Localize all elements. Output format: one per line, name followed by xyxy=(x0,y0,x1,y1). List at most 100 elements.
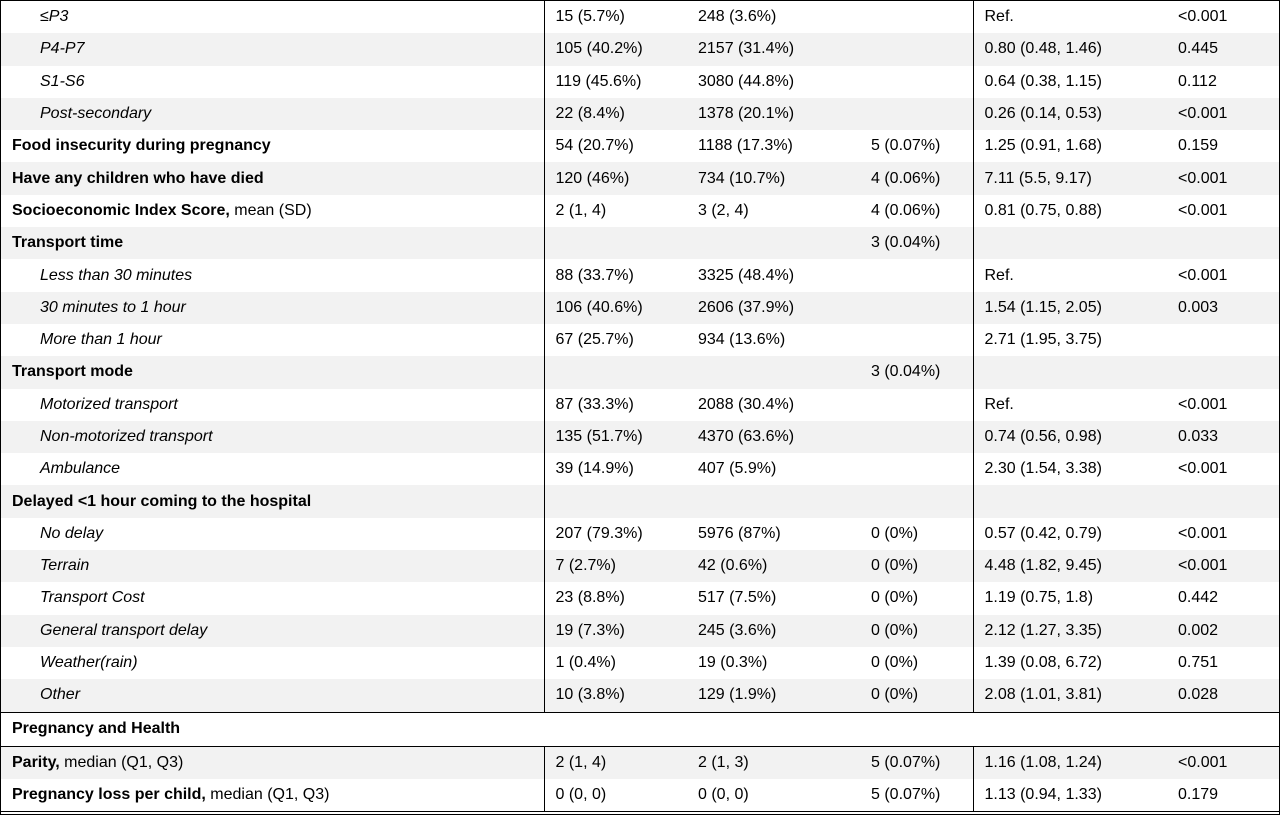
group2-value: 2606 (37.9%) xyxy=(687,291,860,324)
p-value: 0.002 xyxy=(1167,614,1279,647)
category-label: P4-P7 xyxy=(1,33,544,66)
odds-ratio-ci: 0.80 (0.48, 1.46) xyxy=(972,33,1167,66)
table-row: Parity, median (Q1, Q3) 2 (1, 4) 2 (1, 3) 5… xyxy=(1,746,1279,779)
group2-value: 407 (5.9%) xyxy=(698,460,777,478)
group1-value: 2 (1, 4) xyxy=(543,194,687,228)
variable-label: Socioeconomic Index Score, mean (SD) xyxy=(1,195,544,227)
p-value: <0.001 xyxy=(1167,746,1279,779)
missing-value: 0 (0%) xyxy=(860,550,973,583)
table-row: Non-motorized transport 135 (51.7%) 4370 (… xyxy=(1,420,1279,454)
table-row: Have any children who have died 120 (46%)… xyxy=(1,162,1279,195)
group1-value: 23 (8.8%) xyxy=(543,582,687,615)
group2-value: 3325 (48.4%) xyxy=(698,266,795,284)
category-label: 30 minutes to 1 hour xyxy=(1,291,544,324)
missing-value xyxy=(860,453,973,485)
p-value: <0.001 xyxy=(1178,266,1228,284)
group2-value xyxy=(687,227,860,260)
odds-ratio-ci: 2.12 (1.27, 3.35) xyxy=(972,614,1167,647)
variable-name: Delayed <1 hour coming to the hospital xyxy=(12,492,312,510)
missing-value: 5 (0.07%) xyxy=(871,137,941,155)
table-row: Transport mode 3 (0.04%) xyxy=(1,356,1279,389)
group1-value: 67 (25.7%) xyxy=(543,323,687,357)
variable-label: Have any children who have died xyxy=(1,162,544,195)
group1-value: 1 (0.4%) xyxy=(543,646,687,680)
variable-summary-type: median (Q1, Q3) xyxy=(59,753,184,771)
group1-value xyxy=(543,356,687,389)
p-value: 0.033 xyxy=(1167,420,1279,454)
group2-value: 42 (0.6%) xyxy=(687,550,860,583)
group2-value: 2088 (30.4%) xyxy=(698,395,795,413)
category-label: Motorized transport xyxy=(40,395,178,413)
p-value xyxy=(1167,485,1279,518)
missing-value: 0 (0%) xyxy=(871,589,919,607)
odds-ratio-ci: Ref. xyxy=(972,388,1167,421)
odds-ratio-ci: 0.57 (0.42, 0.79) xyxy=(972,517,1167,551)
missing-value: 0 (0%) xyxy=(860,614,973,647)
missing-value: 3 (0.04%) xyxy=(860,356,973,389)
missing-value: 5 (0.07%) xyxy=(860,746,973,779)
variable-label: Transport mode xyxy=(1,356,544,389)
odds-ratio-ci: 2.30 (1.54, 3.38) xyxy=(972,453,1167,486)
missing-value: 4 (0.06%) xyxy=(860,162,973,195)
variable-name: Transport time xyxy=(12,234,124,252)
p-value: <0.001 xyxy=(1178,524,1228,542)
missing-value: 0 (0%) xyxy=(860,679,973,713)
variable-name: Socioeconomic Index Score, xyxy=(12,201,230,219)
p-value: 0.751 xyxy=(1178,654,1219,672)
table-row: Terrain 7 (2.7%) 42 (0.6%) 0 (0%) 4.48 (1.82… xyxy=(1,550,1279,583)
variable-label: Parity, median (Q1, Q3) xyxy=(1,746,544,779)
p-value: <0.001 xyxy=(1178,8,1228,26)
group2-value: 0 (0, 0) xyxy=(687,778,860,813)
category-label: More than 1 hour xyxy=(40,331,162,349)
group2-value: 4370 (63.6%) xyxy=(687,420,860,454)
group2-value: 934 (13.6%) xyxy=(698,331,786,349)
variable-name: Transport mode xyxy=(12,363,133,381)
category-label: ≤P3 xyxy=(40,8,69,26)
group1-value: 135 (51.7%) xyxy=(543,420,687,454)
variable-summary-type: median (Q1, Q3) xyxy=(205,785,330,803)
group2-value: 1378 (20.1%) xyxy=(687,97,860,131)
odds-ratio-ci: 1.39 (0.08, 6.72) xyxy=(972,646,1167,680)
table-row: Transport time 3 (0.04%) xyxy=(1,227,1279,260)
odds-ratio-ci: 0.74 (0.56, 0.98) xyxy=(972,420,1167,454)
missing-value xyxy=(860,1,973,33)
missing-value: 3 (0.04%) xyxy=(860,227,973,260)
group1-value: 119 (45.6%) xyxy=(543,65,687,98)
table-row: P4-P7 105 (40.2%) 2157 (31.4%) 0.80 (0.48, … xyxy=(1,33,1279,66)
table-row: Food insecurity during pregnancy 54 (20.7… xyxy=(1,130,1279,163)
group2-value: 2 (1, 3) xyxy=(687,746,860,779)
group2-value: 3080 (44.8%) xyxy=(698,72,795,90)
variable-name: Pregnancy loss per child, xyxy=(12,785,206,803)
table-row: Motorized transport 87 (33.3%) 2088 (30.4%… xyxy=(1,388,1279,421)
p-value xyxy=(1167,324,1279,356)
variable-name: Food insecurity during pregnancy xyxy=(12,137,271,155)
table-row: Ambulance 39 (14.9%) 407 (5.9%) 2.30 (1.54,… xyxy=(1,453,1279,486)
table-row: Other 10 (3.8%) 129 (1.9%) 0 (0%) 2.08 (1.01… xyxy=(1,679,1279,713)
table-row: Less than 30 minutes 88 (33.7%) 3325 (48.4… xyxy=(1,259,1279,292)
odds-ratio-ci: Ref. xyxy=(972,1,1167,34)
missing-value: 5 (0.07%) xyxy=(860,778,973,813)
odds-ratio-ci xyxy=(972,485,1167,518)
group1-value: 105 (40.2%) xyxy=(543,33,687,66)
category-label: Other xyxy=(1,679,544,713)
table-row: Delayed <1 hour coming to the hospital xyxy=(1,485,1279,518)
table-row: General transport delay 19 (7.3%) 245 (3.6… xyxy=(1,614,1279,647)
odds-ratio-ci: 4.48 (1.82, 9.45) xyxy=(972,550,1167,583)
group2-value: 248 (3.6%) xyxy=(698,8,777,26)
group2-value: 19 (0.3%) xyxy=(698,654,768,672)
variable-label: Delayed <1 hour coming to the hospital xyxy=(1,485,544,518)
group2-value: 129 (1.9%) xyxy=(687,679,860,713)
p-value: <0.001 xyxy=(1167,162,1279,195)
p-value: 0.112 xyxy=(1178,72,1217,90)
table-row: 30 minutes to 1 hour 106 (40.6%) 2606 (37.… xyxy=(1,291,1279,324)
p-value: <0.001 xyxy=(1178,460,1228,478)
table-row: More than 1 hour 67 (25.7%) 934 (13.6%) 2.7… xyxy=(1,323,1279,357)
variable-summary-type: mean (SD) xyxy=(229,201,312,219)
group1-value: 0 (0, 0) xyxy=(543,778,687,813)
group1-value: 207 (79.3%) xyxy=(543,517,687,551)
group1-value: 22 (8.4%) xyxy=(543,97,687,131)
p-value: 0.442 xyxy=(1178,589,1219,607)
odds-ratio-ci: 2.71 (1.95, 3.75) xyxy=(972,323,1167,357)
category-label: Less than 30 minutes xyxy=(40,266,193,284)
